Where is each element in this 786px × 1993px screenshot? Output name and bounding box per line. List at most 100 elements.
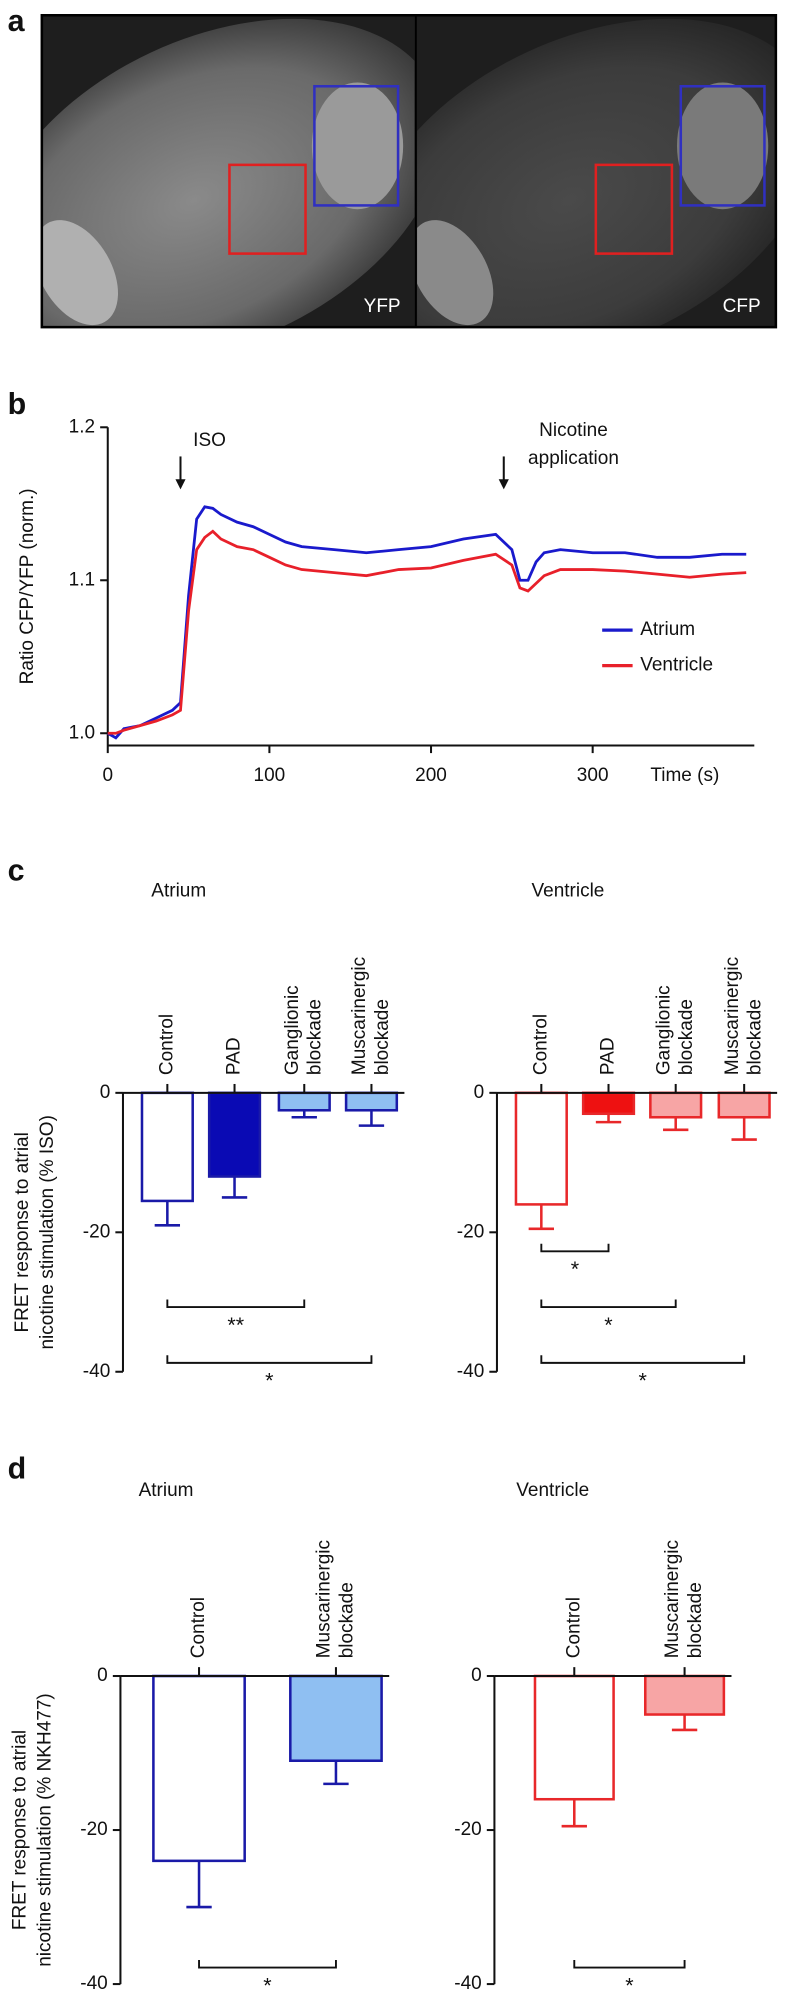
annotation: Nicotine	[539, 420, 608, 441]
bar	[644, 1674, 726, 1716]
x-tick-label: 100	[254, 765, 286, 786]
x-tick-label: PAD	[598, 1037, 619, 1075]
micrograph: YFP CFP	[40, 14, 778, 329]
y-axis-label: FRET response to atrial	[9, 1730, 30, 1930]
error-bar	[323, 1760, 349, 1786]
error-bar	[358, 1110, 385, 1127]
x-tick-label: blockade	[336, 1582, 357, 1658]
y-tick-label: 0	[471, 1665, 482, 1686]
panel-label: c	[8, 853, 25, 887]
bar	[140, 1091, 194, 1203]
error-bar	[221, 1176, 248, 1199]
data-line	[107, 529, 747, 735]
x-tick-label: Ganglionic	[282, 985, 303, 1075]
panel-label: d	[8, 1452, 27, 1486]
data-line	[107, 505, 747, 740]
legend-label: Ventricle	[640, 655, 713, 676]
error-bar	[186, 1860, 212, 1909]
x-tick-label: Muscarinergic	[314, 1540, 335, 1658]
y-axis-label: nicotine stimulation (% NKH477)	[35, 1693, 56, 1967]
chart-title: Ventricle	[532, 880, 605, 901]
x-tick-label: Ganglionic	[653, 985, 674, 1075]
significance-bracket	[166, 1299, 306, 1309]
y-tick-label: -20	[457, 1221, 484, 1242]
significance-label: *	[639, 1368, 648, 1393]
arrow-head	[498, 479, 509, 490]
y-axis-label: Ratio CFP/YFP (norm.)	[17, 488, 38, 684]
y-tick-label: -20	[80, 1819, 107, 1840]
y-tick-label: -40	[454, 1973, 481, 1993]
chart-title: Ventricle	[516, 1480, 589, 1501]
legend-label: Atrium	[640, 619, 695, 640]
y-tick-label: 1.0	[69, 722, 95, 743]
error-bar	[671, 1714, 698, 1732]
panel-label: b	[8, 387, 27, 421]
bar	[717, 1091, 771, 1119]
x-tick-label: Muscarinergic	[722, 957, 743, 1075]
y-axis-label: nicotine stimulation (% ISO)	[37, 1115, 58, 1349]
bar	[152, 1674, 246, 1863]
y-tick-label: -20	[454, 1819, 481, 1840]
bar	[581, 1091, 636, 1116]
error-bar	[561, 1799, 587, 1828]
y-tick-label: 1.1	[69, 569, 95, 590]
chart-title: Atrium	[139, 1480, 194, 1501]
y-tick-label: 0	[97, 1665, 108, 1686]
y-axis-label: FRET response to atrial	[12, 1132, 33, 1332]
significance-label: *	[604, 1312, 613, 1337]
x-tick-label: Muscarinergic	[662, 1540, 683, 1658]
error-bar	[595, 1113, 622, 1124]
x-tick-label: blockade	[372, 999, 393, 1075]
bar	[207, 1091, 262, 1178]
x-tick-label: 300	[577, 765, 609, 786]
arrow-head	[175, 479, 186, 490]
bar	[289, 1674, 383, 1762]
error-bar	[731, 1117, 757, 1141]
y-tick-label: 0	[474, 1082, 485, 1103]
significance-label: *	[263, 1972, 272, 1993]
significance-label: *	[265, 1368, 274, 1393]
x-axis-label: Time (s)	[650, 765, 719, 786]
significance-bracket	[166, 1355, 373, 1364]
x-tick-label: PAD	[224, 1037, 245, 1075]
error-bar	[528, 1204, 555, 1231]
y-tick-label: -20	[83, 1221, 110, 1242]
bar	[649, 1091, 703, 1119]
x-tick-label: Muscarinergic	[349, 957, 370, 1075]
error-bar	[663, 1117, 689, 1132]
error-bar	[154, 1200, 181, 1227]
x-tick-label: Control	[156, 1014, 177, 1075]
bar	[533, 1674, 615, 1801]
y-tick-label: 1.2	[69, 416, 95, 437]
y-tick-label: 0	[100, 1082, 111, 1103]
panel-label: a	[8, 4, 26, 38]
x-tick-label: Control	[530, 1014, 551, 1075]
x-tick-label: Control	[188, 1597, 209, 1658]
bar	[277, 1091, 331, 1112]
bar	[514, 1091, 568, 1206]
annotation: application	[528, 448, 619, 469]
x-tick-label: 200	[415, 765, 447, 786]
significance-bracket	[198, 1959, 337, 1969]
chart-title: Atrium	[151, 880, 206, 901]
y-tick-label: -40	[457, 1361, 484, 1382]
x-tick-label: blockade	[745, 999, 766, 1075]
image-label: CFP	[723, 296, 761, 317]
x-tick-label: blockade	[676, 999, 697, 1075]
y-tick-label: -40	[83, 1361, 110, 1382]
x-tick-label: blockade	[305, 999, 326, 1075]
x-tick-label: blockade	[685, 1582, 706, 1658]
significance-bracket	[540, 1299, 677, 1309]
significance-label: *	[571, 1256, 580, 1281]
bar	[344, 1091, 399, 1112]
x-tick-label: Control	[563, 1597, 584, 1658]
annotation: ISO	[193, 430, 226, 451]
significance-bracket	[573, 1959, 686, 1969]
significance-label: **	[227, 1312, 244, 1337]
image-label: YFP	[364, 296, 401, 317]
significance-bracket	[540, 1355, 746, 1364]
x-tick-label: 0	[102, 765, 113, 786]
significance-bracket	[540, 1243, 610, 1253]
error-bar	[291, 1110, 317, 1119]
